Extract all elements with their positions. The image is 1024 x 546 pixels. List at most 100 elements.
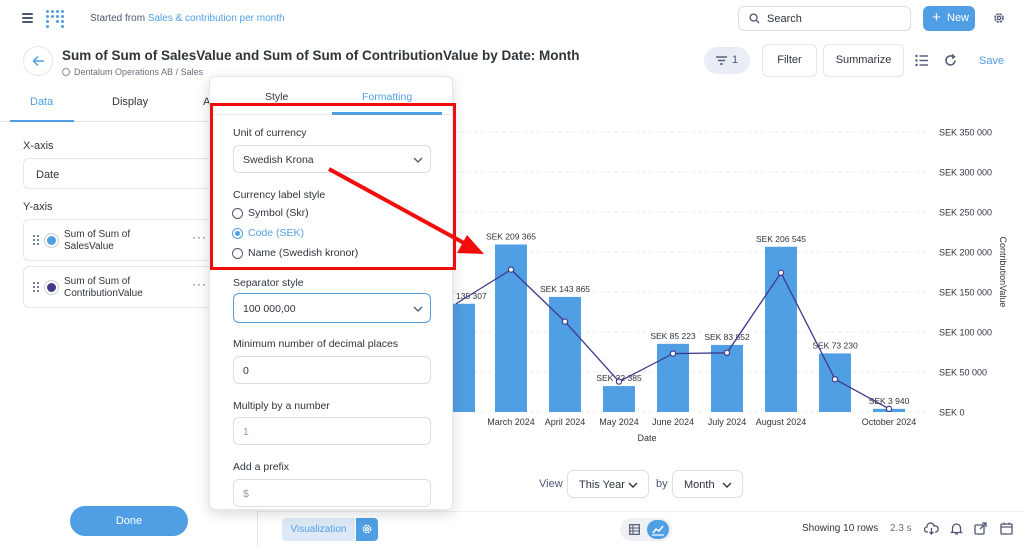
line-point (777, 269, 785, 276)
row-count: Showing 10 rows (802, 523, 879, 534)
started-from-link[interactable]: Sales & contribution per month (147, 13, 285, 24)
summarize-button[interactable]: Summarize (823, 44, 904, 77)
database-icon (62, 68, 70, 76)
radio-button-selected[interactable] (232, 228, 243, 239)
list-icon[interactable] (915, 54, 928, 67)
x-tick-label: March 2024 (487, 417, 535, 427)
sidebar-tabs: Data Display A (0, 84, 258, 122)
share-icon[interactable] (974, 522, 987, 535)
back-button[interactable] (23, 46, 53, 76)
tab-axes[interactable]: A (203, 96, 211, 108)
footer-divider (258, 511, 1024, 512)
decimal-places-value: 0 (243, 365, 249, 377)
separator-value: 100 000,00 (243, 303, 296, 315)
tab-data[interactable]: Data (30, 96, 54, 108)
separator-select[interactable]: 100 000,00 (233, 293, 431, 323)
chart-icon[interactable] (647, 520, 669, 539)
query-time: 2.3 s (890, 523, 912, 534)
yaxis-series-item[interactable]: Sum of Sum of ContributionValue ··· (23, 266, 223, 308)
series-color-swatch[interactable] (45, 281, 58, 294)
decimal-places-input[interactable]: 0 (233, 356, 431, 384)
tab-formatting[interactable]: Formatting (362, 91, 413, 103)
cloud-download-icon[interactable] (924, 522, 939, 535)
radio-label: Symbol (Skr) (248, 207, 309, 219)
y-tick-label: SEK 350 000 (939, 128, 992, 138)
line-point (723, 349, 731, 356)
xaxis-field[interactable]: Date (23, 158, 223, 189)
decimal-places-label: Minimum number of decimal places (233, 338, 399, 350)
tab-display[interactable]: Display (112, 96, 149, 108)
data-label: SEK 143 865 (540, 284, 590, 294)
calendar-icon[interactable] (1000, 522, 1013, 535)
y-tick-label: SEK 250 000 (939, 208, 992, 218)
visualization-button[interactable]: Visualization (282, 518, 355, 541)
chevron-down-icon (413, 306, 423, 312)
date-range-select[interactable]: This Year (567, 470, 649, 498)
breadcrumb-separator: / (175, 67, 179, 77)
currency-value: Swedish Krona (243, 154, 314, 166)
tab-active-indicator (10, 120, 74, 122)
started-from: Started from Sales & contribution per mo… (90, 13, 285, 24)
bell-icon[interactable] (950, 522, 963, 535)
prefix-label: Add a prefix (233, 461, 290, 473)
column-formatting-popover: Style Formatting Unit of currency Swedis… (209, 76, 453, 510)
y-tick-label: SEK 150 000 (939, 288, 992, 298)
prefix-placeholder: $ (243, 488, 249, 500)
plus-icon: + (932, 9, 941, 26)
search-label: Search (767, 13, 802, 25)
refresh-icon[interactable] (944, 54, 957, 67)
bar (711, 344, 743, 412)
xaxis-label: X-axis (23, 140, 54, 152)
radio-label: Code (SEK) (248, 227, 305, 239)
breadcrumb-database[interactable]: Dentalum Operations AB (74, 67, 174, 77)
currency-label-style-label: Currency label style (233, 189, 326, 201)
yaxis-series-item[interactable]: Sum of Sum of SalesValue ··· (23, 219, 223, 261)
menu-icon[interactable] (22, 13, 33, 23)
line-point (507, 266, 515, 273)
x-tick-label: October 2024 (862, 417, 917, 427)
drag-handle-icon[interactable] (33, 282, 39, 292)
visualization-settings-button[interactable] (356, 518, 378, 541)
x-tick-label: April 2024 (545, 417, 586, 427)
bar (819, 353, 851, 412)
radio-button[interactable] (232, 208, 243, 219)
radio-button[interactable] (232, 248, 243, 259)
tab-style[interactable]: Style (265, 91, 289, 103)
done-button[interactable]: Done (70, 506, 188, 536)
series-color-swatch[interactable] (45, 234, 58, 247)
more-options-icon[interactable]: ··· (192, 230, 207, 244)
filter-count-pill[interactable]: 1 (704, 47, 750, 74)
metabase-logo-icon[interactable] (46, 10, 64, 28)
started-from-prefix: Started from (90, 13, 146, 24)
breadcrumb-table[interactable]: Sales (180, 67, 204, 77)
search-bar[interactable]: Search (738, 6, 911, 31)
page-title: Sum of Sum of SalesValue and Sum of Sum … (62, 48, 580, 63)
new-button[interactable]: + New (923, 6, 975, 31)
search-icon (749, 13, 760, 24)
y-tick-label: SEK 200 000 (939, 248, 992, 258)
granularity-select[interactable]: Month (672, 470, 743, 498)
drag-handle-icon[interactable] (33, 235, 39, 245)
data-label: SEK 73 230 (812, 340, 858, 350)
data-label: SEK 85 223 (650, 331, 696, 341)
filter-icon (716, 56, 727, 65)
prefix-input[interactable]: $ (233, 479, 431, 507)
breadcrumb: Dentalum Operations AB / Sales (62, 67, 203, 77)
x-tick-label: May 2024 (599, 417, 639, 427)
arrow-left-icon (32, 55, 44, 67)
settings-gear-icon[interactable] (992, 11, 1006, 25)
bar (603, 386, 635, 412)
table-icon[interactable] (629, 524, 640, 535)
chevron-down-icon (722, 482, 732, 488)
save-button[interactable]: Save (979, 55, 1005, 67)
tab-active-indicator (332, 112, 442, 115)
y-tick-label: SEK 300 000 (939, 168, 992, 178)
currency-select[interactable]: Swedish Krona (233, 145, 431, 173)
filter-button[interactable]: Filter (762, 44, 817, 77)
date-range-value: This Year (579, 479, 625, 491)
data-label: SEK 3 940 (869, 396, 910, 406)
more-options-icon[interactable]: ··· (192, 277, 207, 291)
line-point (669, 350, 677, 357)
table-chart-toggle[interactable] (620, 518, 672, 541)
multiply-input[interactable]: 1 (233, 417, 431, 445)
